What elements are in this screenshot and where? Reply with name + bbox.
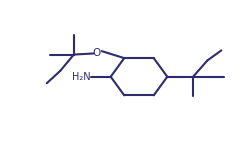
Text: H₂N: H₂N [72, 72, 91, 82]
Text: O: O [92, 48, 101, 58]
